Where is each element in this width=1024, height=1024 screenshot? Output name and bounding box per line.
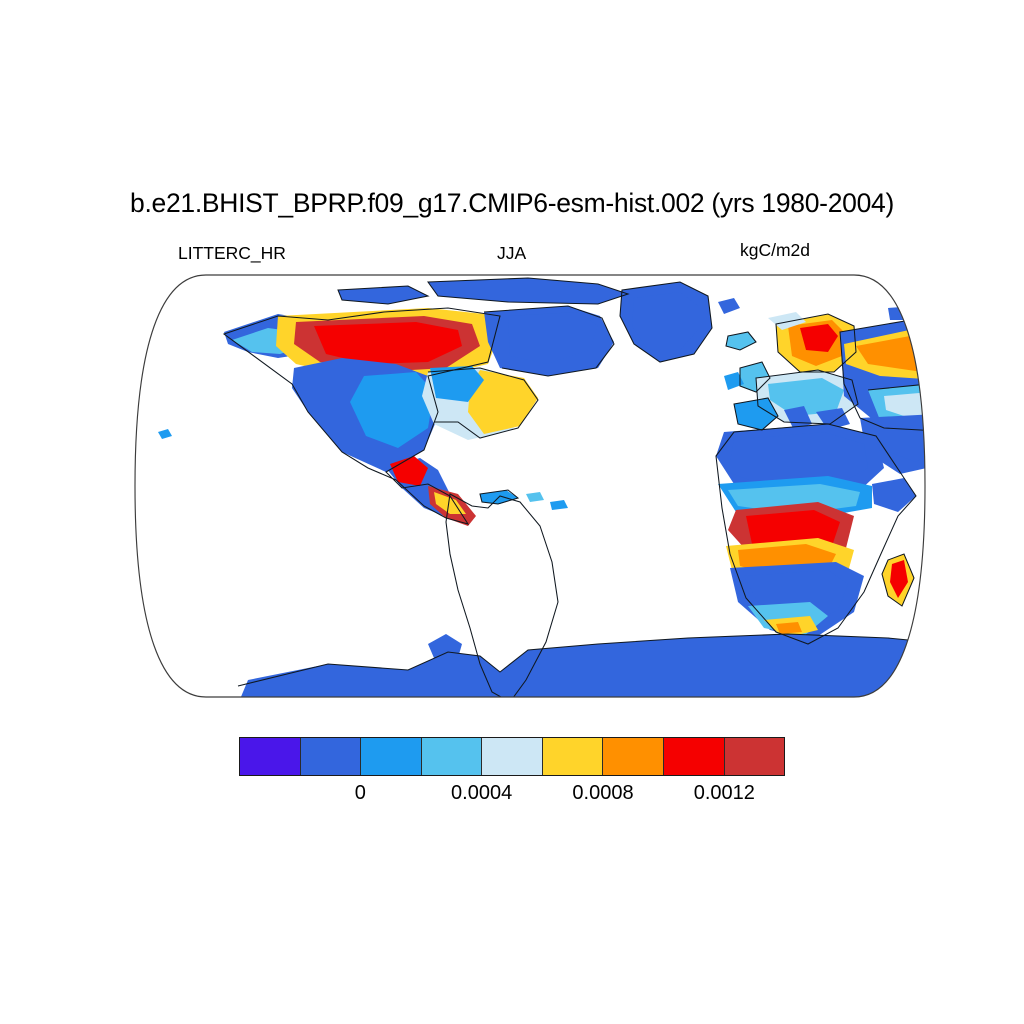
map-plot — [128, 272, 932, 700]
region-antarctica — [238, 634, 925, 697]
variable-label: LITTERC_HR — [178, 243, 286, 263]
colorbar-band-7 — [603, 738, 664, 775]
colorbar-band-1 — [240, 738, 301, 775]
colorbar-band-2 — [300, 738, 362, 775]
map-data-layer — [135, 275, 925, 697]
colorbar-band-3 — [361, 738, 422, 775]
colorbar-band-8 — [663, 738, 725, 775]
units-label: kgC/m2d — [740, 240, 811, 260]
map-frame — [134, 274, 926, 698]
world-map-svg — [134, 274, 926, 698]
region-greenland — [620, 282, 756, 362]
region-africa — [716, 424, 916, 640]
region-europe — [724, 312, 858, 430]
colorbar-tick-1: 0.0004 — [451, 782, 513, 804]
colorbar-band-9 — [724, 738, 785, 775]
colorbar-band-4 — [421, 738, 483, 775]
colorbar-bands — [239, 737, 785, 776]
colorbar-tick-0: 0 — [354, 782, 366, 804]
season-label: JJA — [497, 243, 527, 263]
colorbar — [239, 737, 785, 776]
page-title: b.e21.BHIST_BPRP.f09_g17.CMIP6-esm-hist.… — [130, 188, 894, 218]
region-north-america — [158, 278, 628, 526]
colorbar-band-6 — [542, 738, 604, 775]
colorbar-tick-3: 0.0012 — [693, 782, 755, 804]
colorbar-tick-labels: 0 0.0004 0.0008 0.0012 — [239, 782, 785, 810]
colorbar-tick-2: 0.0008 — [572, 782, 634, 804]
colorbar-band-5 — [482, 738, 543, 775]
